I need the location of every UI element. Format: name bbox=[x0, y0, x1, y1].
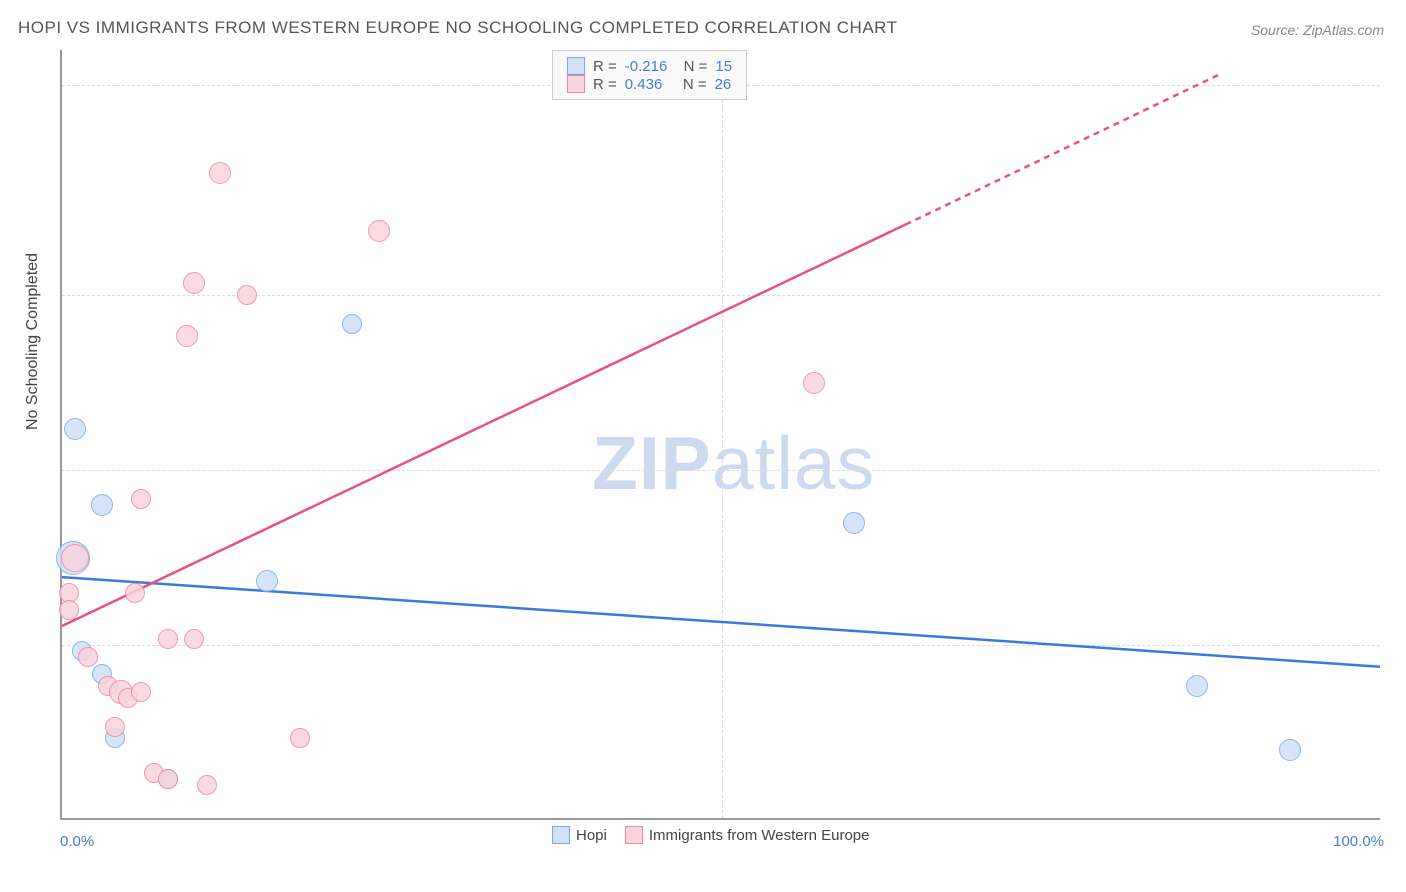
data-point bbox=[78, 647, 98, 667]
watermark: ZIPatlas bbox=[592, 420, 875, 506]
x-tick-min: 0.0% bbox=[60, 833, 94, 850]
hopi-swatch-icon bbox=[552, 826, 570, 844]
chart-title: HOPI VS IMMIGRANTS FROM WESTERN EUROPE N… bbox=[18, 18, 898, 38]
data-point bbox=[59, 600, 79, 620]
y-axis-label: No Schooling Completed bbox=[24, 253, 42, 430]
data-point bbox=[91, 494, 113, 516]
legend-row-hopi: R = -0.216 N = 15 bbox=[567, 57, 732, 75]
data-point bbox=[290, 728, 310, 748]
immigrants-swatch-icon bbox=[625, 826, 643, 844]
legend-item-hopi: Hopi bbox=[552, 826, 607, 844]
data-point bbox=[183, 272, 205, 294]
data-point bbox=[158, 769, 178, 789]
data-point bbox=[176, 325, 198, 347]
series-legend: Hopi Immigrants from Western Europe bbox=[552, 826, 870, 844]
data-point bbox=[61, 544, 89, 572]
data-point bbox=[237, 285, 257, 305]
data-point bbox=[1186, 675, 1208, 697]
data-point bbox=[64, 418, 86, 440]
x-tick-max: 100.0% bbox=[1333, 833, 1384, 850]
data-point bbox=[209, 162, 231, 184]
source-label: Source: ZipAtlas.com bbox=[1251, 22, 1384, 38]
data-point bbox=[105, 717, 125, 737]
data-point bbox=[256, 570, 278, 592]
data-point bbox=[131, 489, 151, 509]
data-point bbox=[125, 583, 145, 603]
immigrants-swatch-icon bbox=[567, 75, 585, 93]
data-point bbox=[368, 220, 390, 242]
data-point bbox=[131, 682, 151, 702]
data-point bbox=[158, 629, 178, 649]
data-point bbox=[197, 775, 217, 795]
data-point bbox=[184, 629, 204, 649]
trend-lines bbox=[62, 50, 1380, 818]
legend-item-immigrants: Immigrants from Western Europe bbox=[625, 826, 870, 844]
data-point bbox=[803, 372, 825, 394]
data-point bbox=[843, 512, 865, 534]
legend-row-immigrants: R = 0.436 N = 26 bbox=[567, 75, 732, 93]
data-point bbox=[1279, 739, 1301, 761]
hopi-swatch-icon bbox=[567, 57, 585, 75]
data-point bbox=[342, 314, 362, 334]
plot-area: ZIPatlas 1.5%3.0%4.5%6.0% R = -0.216 N =… bbox=[60, 50, 1380, 820]
correlation-legend: R = -0.216 N = 15 R = 0.436 N = 26 bbox=[552, 50, 747, 100]
